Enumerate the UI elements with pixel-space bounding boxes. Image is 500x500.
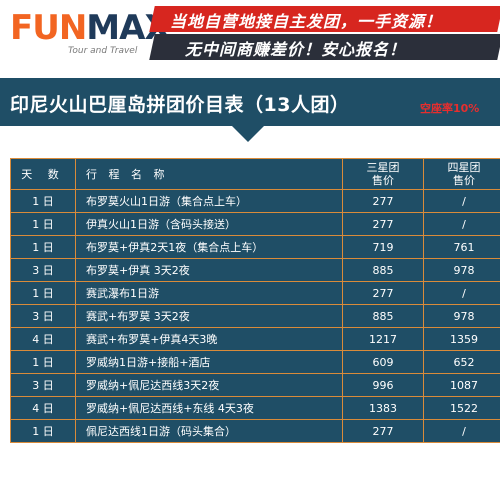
funmax-logo: FUNMAX Tour and Travel: [10, 8, 171, 60]
table-row: 1 日罗威纳1日游+接船+酒店 609 652: [10, 350, 500, 374]
table-row: 1 日布罗莫+伊真2天1夜（集合点上车） 719 761: [10, 235, 500, 259]
cell-three-star-price: 277: [342, 419, 424, 443]
cell-four-star-price: /: [423, 189, 500, 213]
cell-days: 4 日: [10, 396, 76, 420]
cell-days: 1 日: [10, 350, 76, 374]
banner-slogan-2: 无中间商赚差价！安心报名！: [185, 40, 407, 59]
cell-three-star-price: 1383: [342, 396, 424, 420]
cell-route: 佩尼达西线1日游（码头集合）: [75, 419, 343, 443]
logo-fun: FUN: [10, 8, 87, 48]
header-three-star-line2: 售价: [372, 174, 394, 187]
cell-four-star-price: 978: [423, 304, 500, 328]
table-row: 1 日伊真火山1日游（含码头接送） 277/: [10, 212, 500, 236]
cell-three-star-price: 1217: [342, 327, 424, 351]
cell-four-star-price: 1359: [423, 327, 500, 351]
vacancy-note: 空座率10%: [420, 102, 480, 115]
table-row: 1 日布罗莫火山1日游（集合点上车） 277/: [10, 189, 500, 213]
cell-four-star-price: /: [423, 281, 500, 305]
cell-days: 1 日: [10, 281, 76, 305]
cell-route: 伊真火山1日游（含码头接送）: [75, 212, 343, 236]
table-row: 4 日赛武+布罗莫+伊真4天3晚 1217 1359: [10, 327, 500, 351]
cell-route: 赛武+布罗莫+伊真4天3晚: [75, 327, 343, 351]
cell-three-star-price: 277: [342, 212, 424, 236]
title-notch-arrow: [232, 126, 264, 142]
header-days: 天 数: [10, 158, 76, 190]
cell-days: 3 日: [10, 373, 76, 397]
cell-three-star-price: 885: [342, 304, 424, 328]
logo-tagline: Tour and Travel: [68, 46, 138, 56]
header: FUNMAX Tour and Travel 当地自营地接自主发团，一手资源！ …: [0, 0, 500, 64]
cell-days: 1 日: [10, 212, 76, 236]
cell-days: 3 日: [10, 258, 76, 282]
table-row: 3 日罗威纳+佩尼达西线3天2夜 996 1087: [10, 373, 500, 397]
cell-four-star-price: 978: [423, 258, 500, 282]
header-three-star: 三星团 售价: [342, 158, 424, 190]
price-table: 天 数 行 程 名 称 三星团 售价 四星团 售价 1 日布罗莫火山1日游（集合…: [10, 158, 500, 443]
cell-three-star-price: 277: [342, 189, 424, 213]
banner-slogan-1: 当地自营地接自主发团，一手资源！: [170, 12, 443, 31]
cell-route: 赛武+布罗莫 3天2夜: [75, 304, 343, 328]
table-row: 3 日布罗莫+伊真 3天2夜 885 978: [10, 258, 500, 282]
cell-route: 布罗莫+伊真 3天2夜: [75, 258, 343, 282]
cell-route: 布罗莫火山1日游（集合点上车）: [75, 189, 343, 213]
table-row: 1 日佩尼达西线1日游（码头集合） 277/: [10, 419, 500, 443]
cell-four-star-price: 1522: [423, 396, 500, 420]
cell-three-star-price: 996: [342, 373, 424, 397]
cell-days: 4 日: [10, 327, 76, 351]
logo-wordmark: FUNMAX: [10, 8, 171, 48]
cell-route: 罗威纳+佩尼达西线3天2夜: [75, 373, 343, 397]
cell-four-star-price: 761: [423, 235, 500, 259]
header-four-star-line2: 售价: [453, 174, 475, 187]
cell-three-star-price: 885: [342, 258, 424, 282]
cell-days: 3 日: [10, 304, 76, 328]
table-row: 4 日罗威纳+佩尼达西线+东线 4天3夜 1383 1522: [10, 396, 500, 420]
header-four-star: 四星团 售价: [423, 158, 500, 190]
cell-route: 布罗莫+伊真2天1夜（集合点上车）: [75, 235, 343, 259]
cell-four-star-price: /: [423, 212, 500, 236]
table-header-row: 天 数 行 程 名 称 三星团 售价 四星团 售价: [10, 158, 500, 190]
cell-route: 罗威纳+佩尼达西线+东线 4天3夜: [75, 396, 343, 420]
cell-three-star-price: 277: [342, 281, 424, 305]
header-three-star-line1: 三星团: [366, 161, 400, 174]
header-four-star-line1: 四星团: [447, 161, 481, 174]
cell-days: 1 日: [10, 419, 76, 443]
cell-route: 赛武瀑布1日游: [75, 281, 343, 305]
cell-route: 罗威纳1日游+接船+酒店: [75, 350, 343, 374]
header-route: 行 程 名 称: [75, 158, 343, 190]
cell-four-star-price: 1087: [423, 373, 500, 397]
title-band: [0, 78, 500, 126]
table-row: 3 日赛武+布罗莫 3天2夜 885 978: [10, 304, 500, 328]
cell-days: 1 日: [10, 189, 76, 213]
cell-four-star-price: /: [423, 419, 500, 443]
cell-three-star-price: 609: [342, 350, 424, 374]
cell-four-star-price: 652: [423, 350, 500, 374]
table-row: 1 日赛武瀑布1日游 277/: [10, 281, 500, 305]
cell-three-star-price: 719: [342, 235, 424, 259]
page-title: 印尼火山巴厘岛拼团价目表（13人团）: [10, 94, 350, 116]
cell-days: 1 日: [10, 235, 76, 259]
